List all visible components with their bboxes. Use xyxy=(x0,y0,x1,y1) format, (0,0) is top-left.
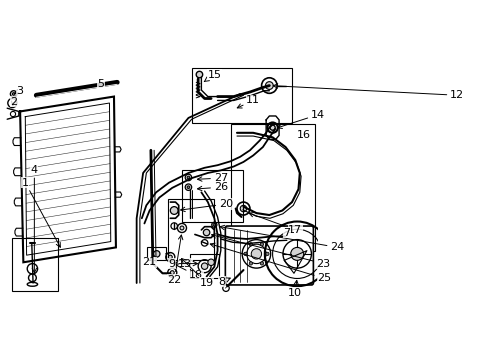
Circle shape xyxy=(153,251,160,257)
Text: 9: 9 xyxy=(169,258,197,269)
Text: 11: 11 xyxy=(237,95,260,108)
Circle shape xyxy=(203,229,210,236)
Bar xyxy=(230,125,315,251)
Text: 19: 19 xyxy=(181,258,214,288)
Circle shape xyxy=(187,176,190,179)
Circle shape xyxy=(12,93,15,95)
Circle shape xyxy=(196,71,203,78)
Bar xyxy=(12,238,58,291)
Text: 16: 16 xyxy=(296,130,311,140)
Text: 24: 24 xyxy=(220,225,344,252)
Circle shape xyxy=(187,186,190,189)
Circle shape xyxy=(249,243,252,246)
Bar xyxy=(192,68,292,123)
Text: 15: 15 xyxy=(204,69,221,82)
Circle shape xyxy=(244,252,247,256)
Text: 4: 4 xyxy=(31,165,38,273)
Circle shape xyxy=(266,252,269,256)
Circle shape xyxy=(260,262,264,265)
Text: 3: 3 xyxy=(15,86,24,96)
Circle shape xyxy=(185,184,192,190)
Circle shape xyxy=(249,262,252,265)
Text: 7: 7 xyxy=(283,228,291,238)
Text: 23: 23 xyxy=(212,234,330,269)
Text: 13: 13 xyxy=(174,258,192,269)
Circle shape xyxy=(171,271,174,275)
Bar xyxy=(182,170,244,221)
Circle shape xyxy=(208,259,214,266)
Circle shape xyxy=(185,174,192,181)
Circle shape xyxy=(240,205,246,212)
Circle shape xyxy=(169,255,172,259)
Text: 10: 10 xyxy=(288,280,302,298)
Circle shape xyxy=(270,125,275,130)
Circle shape xyxy=(180,226,184,230)
Text: 5: 5 xyxy=(98,78,104,89)
Circle shape xyxy=(171,207,178,215)
Text: 18: 18 xyxy=(174,264,203,280)
Circle shape xyxy=(251,249,262,259)
FancyBboxPatch shape xyxy=(225,226,314,285)
Text: 1: 1 xyxy=(22,178,60,247)
Text: 27: 27 xyxy=(197,173,228,183)
Text: 8: 8 xyxy=(219,277,230,287)
Text: 21: 21 xyxy=(143,257,157,267)
Circle shape xyxy=(260,243,264,246)
Text: 14: 14 xyxy=(277,110,325,129)
Text: 2: 2 xyxy=(10,97,17,107)
Text: 20: 20 xyxy=(181,199,233,212)
Circle shape xyxy=(201,263,208,269)
Text: 17: 17 xyxy=(249,212,302,235)
Text: 25: 25 xyxy=(210,243,331,283)
Bar xyxy=(147,247,167,260)
Text: 22: 22 xyxy=(167,235,183,285)
Bar xyxy=(168,199,214,260)
Text: 12: 12 xyxy=(273,84,464,100)
Text: 26: 26 xyxy=(197,182,228,192)
Circle shape xyxy=(266,82,273,89)
Circle shape xyxy=(291,247,304,260)
Bar xyxy=(190,254,219,279)
Circle shape xyxy=(213,224,216,226)
Text: 6: 6 xyxy=(0,359,1,360)
